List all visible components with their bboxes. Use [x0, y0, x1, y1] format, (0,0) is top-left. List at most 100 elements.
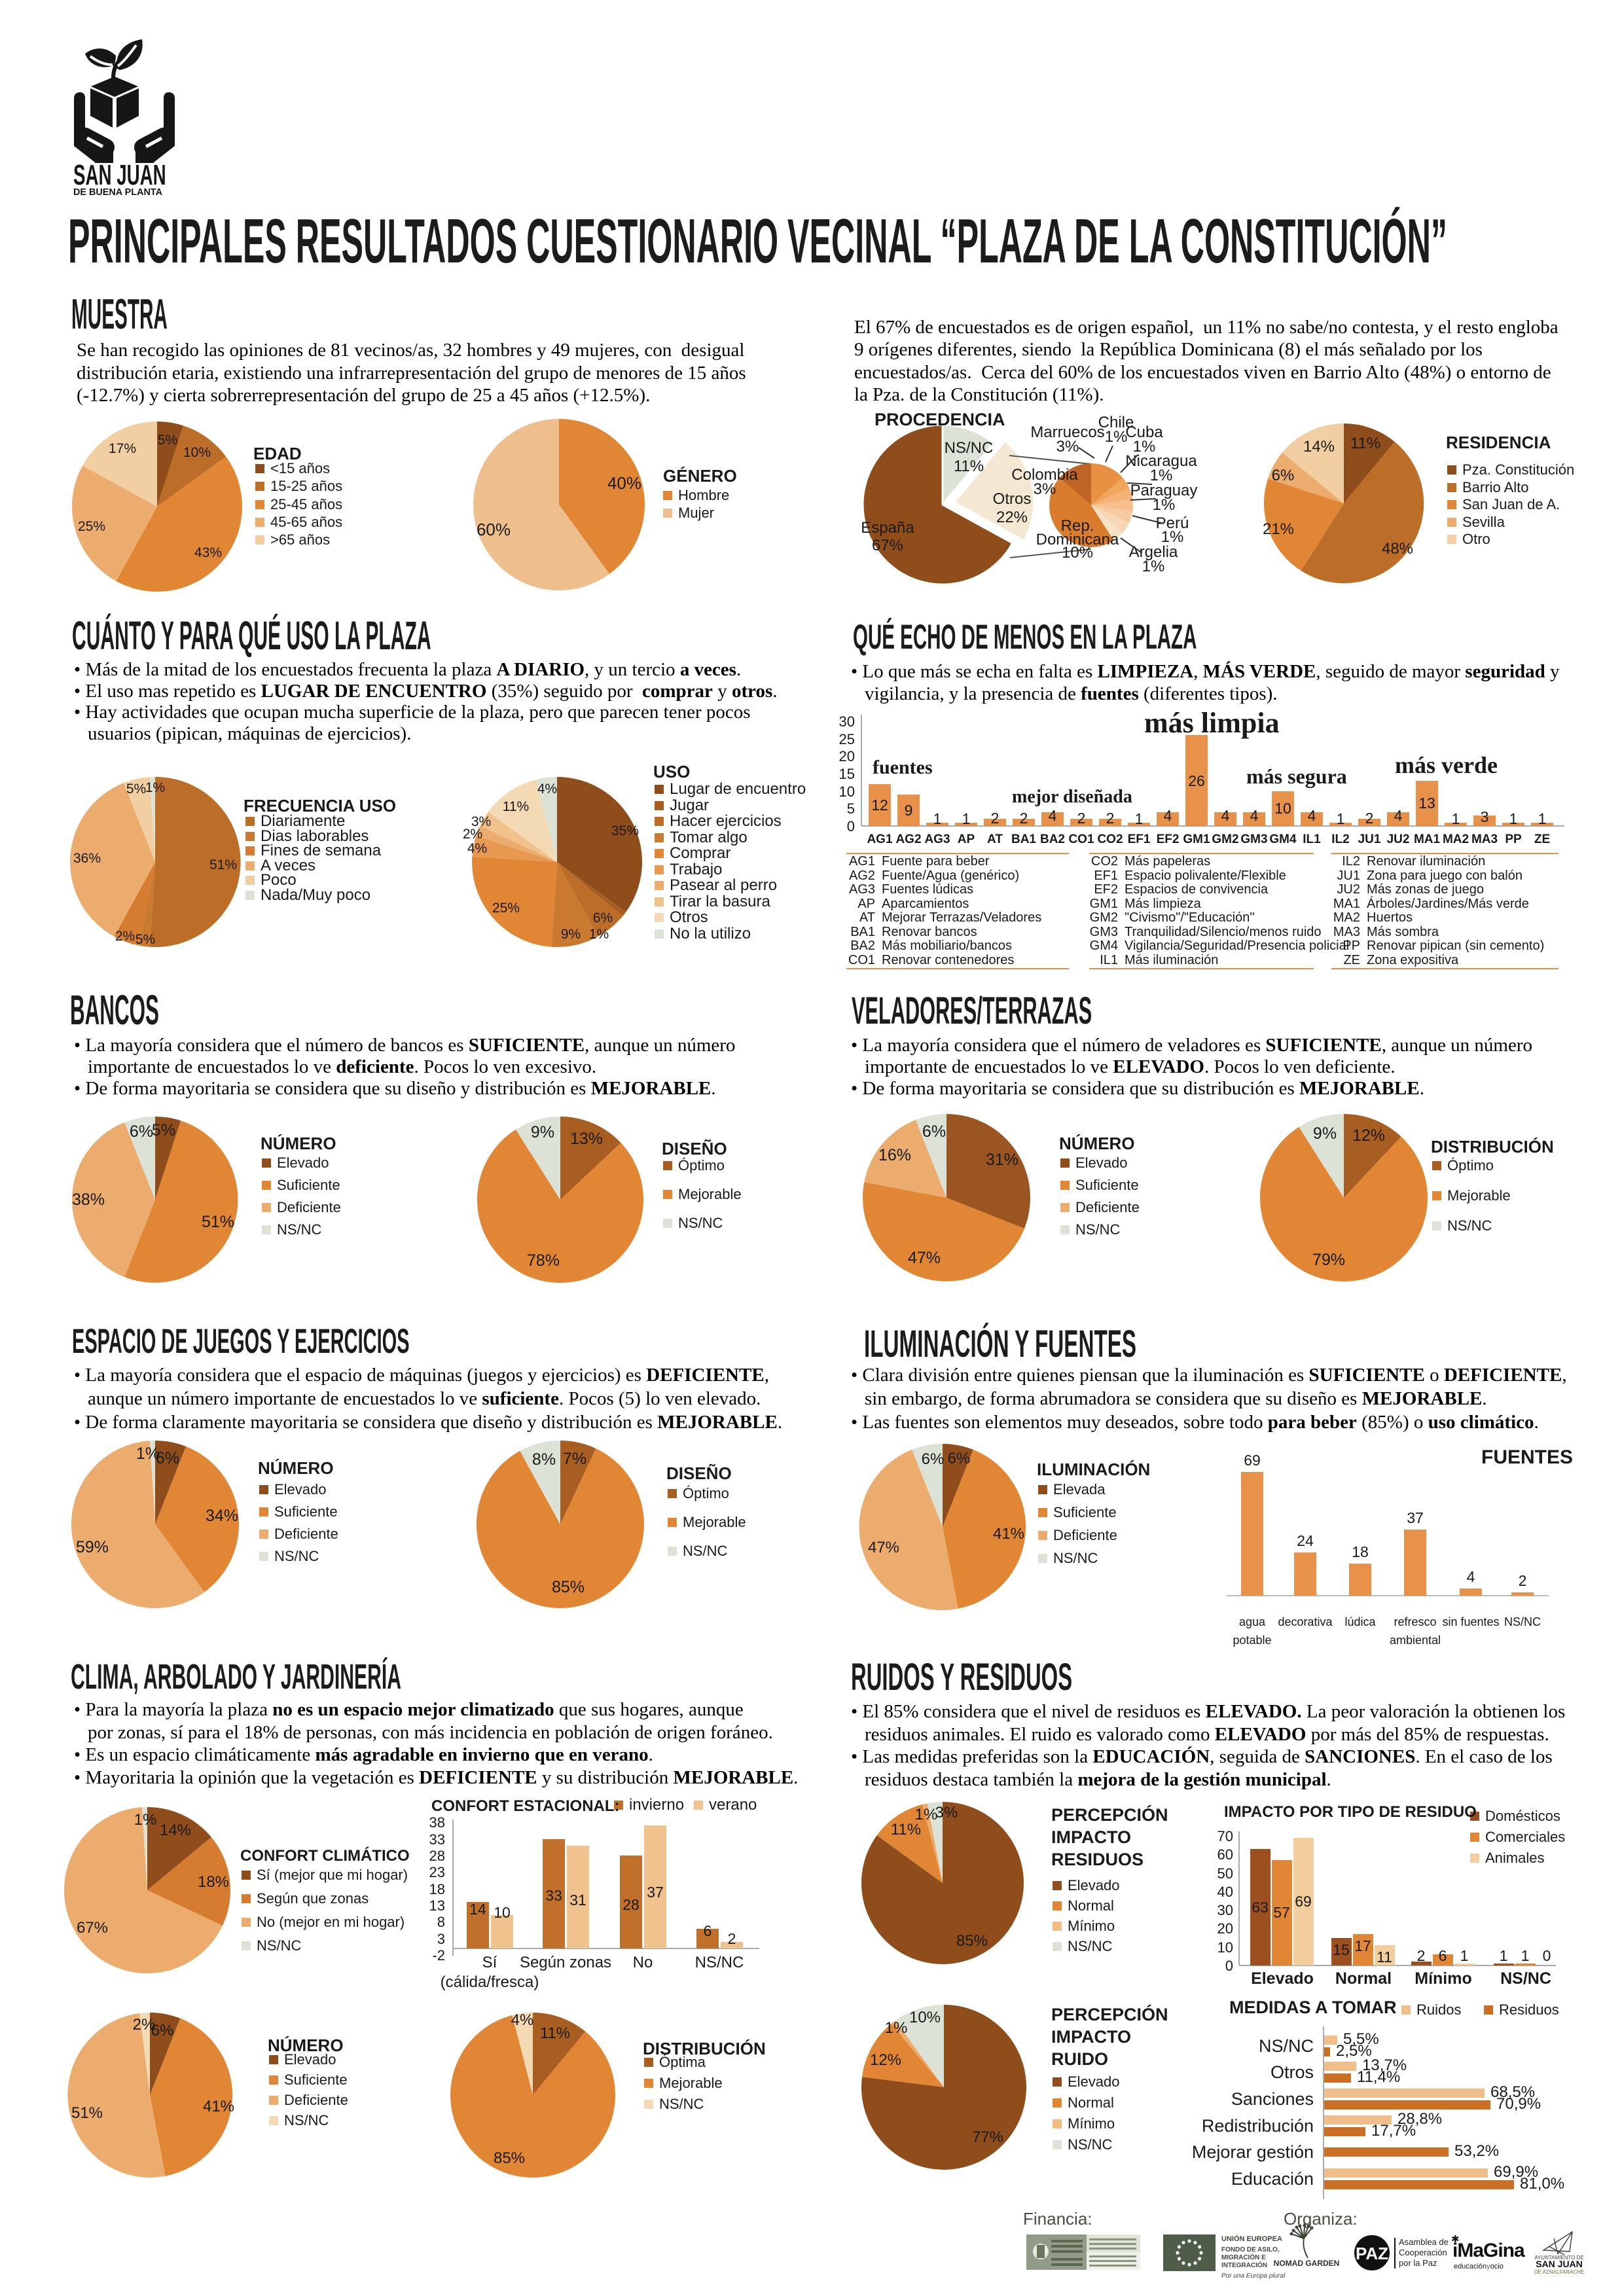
svg-text:51%: 51% [202, 1213, 234, 1231]
svg-text:2: 2 [1077, 810, 1086, 827]
svg-text:0: 0 [1543, 1947, 1551, 1964]
svg-text:1%: 1% [1161, 528, 1184, 546]
svg-text:4: 4 [1250, 807, 1259, 824]
svg-text:14%: 14% [160, 1821, 191, 1839]
svg-text:2%: 2% [463, 827, 482, 842]
svg-text:37: 37 [647, 1884, 664, 1901]
svg-text:NOMAD GARDEN: NOMAD GARDEN [1274, 2259, 1340, 2268]
svg-text:Rep.: Rep. [1061, 517, 1094, 535]
svg-text:GM2: GM2 [1212, 833, 1238, 846]
svg-text:22%: 22% [996, 509, 1028, 526]
svg-text:1%: 1% [1133, 438, 1156, 456]
svg-text:11%: 11% [954, 457, 984, 475]
svg-text:5,5%: 5,5% [1343, 2030, 1379, 2048]
svg-text:AG2: AG2 [895, 833, 921, 846]
svg-text:1%: 1% [145, 780, 165, 795]
svg-text:25%: 25% [78, 519, 105, 534]
svg-text:5: 5 [847, 800, 855, 817]
svg-text:refresco: refresco [1394, 1615, 1436, 1628]
svg-text:43%: 43% [194, 545, 222, 560]
svg-text:4: 4 [1467, 1568, 1475, 1585]
svg-text:15: 15 [1333, 1941, 1350, 1958]
svg-text:0: 0 [847, 818, 855, 834]
svg-text:5%: 5% [158, 433, 177, 448]
svg-text:1: 1 [1135, 810, 1144, 827]
svg-text:6%: 6% [151, 2022, 174, 2039]
svg-text:14: 14 [469, 1901, 486, 1918]
svg-text:70: 70 [1217, 1828, 1233, 1844]
svg-text:1: 1 [1452, 810, 1460, 827]
svg-text:13%: 13% [570, 1130, 603, 1148]
svg-text:1%: 1% [1105, 428, 1128, 446]
svg-text:3: 3 [1481, 808, 1489, 825]
svg-text:DE AZNALFARACHE: DE AZNALFARACHE [1534, 2269, 1584, 2275]
svg-text:1: 1 [1460, 1947, 1469, 1964]
svg-text:20: 20 [839, 748, 855, 764]
svg-text:PP: PP [1505, 833, 1522, 846]
svg-text:EF1: EF1 [1128, 833, 1151, 846]
svg-text:AYUNTAMIENTO DE: AYUNTAMIENTO DE [1534, 2255, 1584, 2261]
svg-text:Cooperación: Cooperación [1399, 2248, 1447, 2257]
svg-text:GM1: GM1 [1183, 833, 1210, 846]
svg-text:38: 38 [429, 1814, 445, 1831]
svg-text:agua: agua [1239, 1615, 1266, 1628]
svg-text:59%: 59% [76, 1538, 109, 1556]
svg-text:Por una Europa plural: Por una Europa plural [1221, 2272, 1286, 2280]
svg-text:INTEGRACIÓN: INTEGRACIÓN [1221, 2261, 1267, 2269]
svg-text:JU2: JU2 [1387, 833, 1410, 846]
svg-text:Marruecos: Marruecos [1030, 423, 1104, 441]
svg-text:6%: 6% [922, 1122, 946, 1141]
svg-text:EF2: EF2 [1157, 833, 1180, 846]
svg-text:10%: 10% [909, 2009, 941, 2026]
svg-text:NS/NC: NS/NC [1259, 2036, 1314, 2056]
svg-text:Argelia: Argelia [1129, 543, 1178, 561]
svg-text:Educación: Educación [1231, 2169, 1314, 2189]
svg-text:23: 23 [429, 1864, 445, 1880]
svg-text:67%: 67% [872, 537, 903, 554]
svg-text:1: 1 [1500, 1947, 1508, 1964]
svg-text:78%: 78% [527, 1251, 560, 1270]
svg-text:6%: 6% [130, 1122, 153, 1141]
svg-text:PAZ: PAZ [1356, 2244, 1388, 2263]
svg-text:6%: 6% [593, 910, 613, 925]
svg-text:1%: 1% [134, 1811, 157, 1829]
svg-text:AT: AT [987, 833, 1003, 846]
svg-text:5%: 5% [135, 932, 155, 947]
svg-text:20: 20 [1217, 1920, 1233, 1937]
svg-text:AP: AP [958, 833, 975, 846]
svg-text:Otros: Otros [1271, 2062, 1314, 2082]
svg-text:17: 17 [1354, 1937, 1371, 1954]
svg-text:70,9%: 70,9% [1496, 2095, 1541, 2113]
svg-text:69: 69 [1244, 1452, 1261, 1469]
svg-text:13,7%: 13,7% [1362, 2056, 1407, 2074]
svg-text:1%: 1% [1142, 558, 1165, 575]
svg-text:17,7%: 17,7% [1371, 2122, 1416, 2140]
svg-text:18%: 18% [198, 1873, 229, 1891]
svg-text:47%: 47% [868, 1539, 899, 1556]
svg-text:4: 4 [1221, 807, 1230, 824]
svg-text:10: 10 [1274, 800, 1291, 817]
svg-text:1%: 1% [136, 1444, 160, 1463]
svg-text:Elevado: Elevado [1251, 1969, 1314, 1988]
svg-text:10%: 10% [1062, 544, 1093, 562]
svg-text:2%: 2% [133, 2016, 156, 2034]
svg-text:40: 40 [1217, 1884, 1233, 1900]
svg-text:2: 2 [1106, 810, 1115, 827]
svg-text:53,2%: 53,2% [1454, 2142, 1499, 2160]
svg-text:4%: 4% [511, 2011, 534, 2029]
svg-text:NS/NC: NS/NC [1500, 1969, 1551, 1988]
svg-text:4: 4 [1049, 807, 1057, 824]
svg-text:educaciónyocio: educaciónyocio [1454, 2263, 1504, 2270]
svg-text:GM3: GM3 [1240, 833, 1267, 846]
svg-text:No: No [633, 1954, 653, 1971]
svg-text:4: 4 [1394, 807, 1403, 824]
svg-text:35%: 35% [611, 823, 639, 838]
svg-text:69: 69 [1295, 1893, 1312, 1910]
svg-text:1%: 1% [885, 2019, 908, 2037]
svg-text:26: 26 [1188, 772, 1205, 789]
svg-text:PROCEDENCIA: PROCEDENCIA [874, 410, 1005, 429]
svg-text:79%: 79% [1312, 1251, 1345, 1269]
svg-text:AG3: AG3 [924, 833, 950, 846]
svg-text:5%: 5% [152, 1121, 175, 1139]
svg-text:6%: 6% [948, 1450, 971, 1467]
